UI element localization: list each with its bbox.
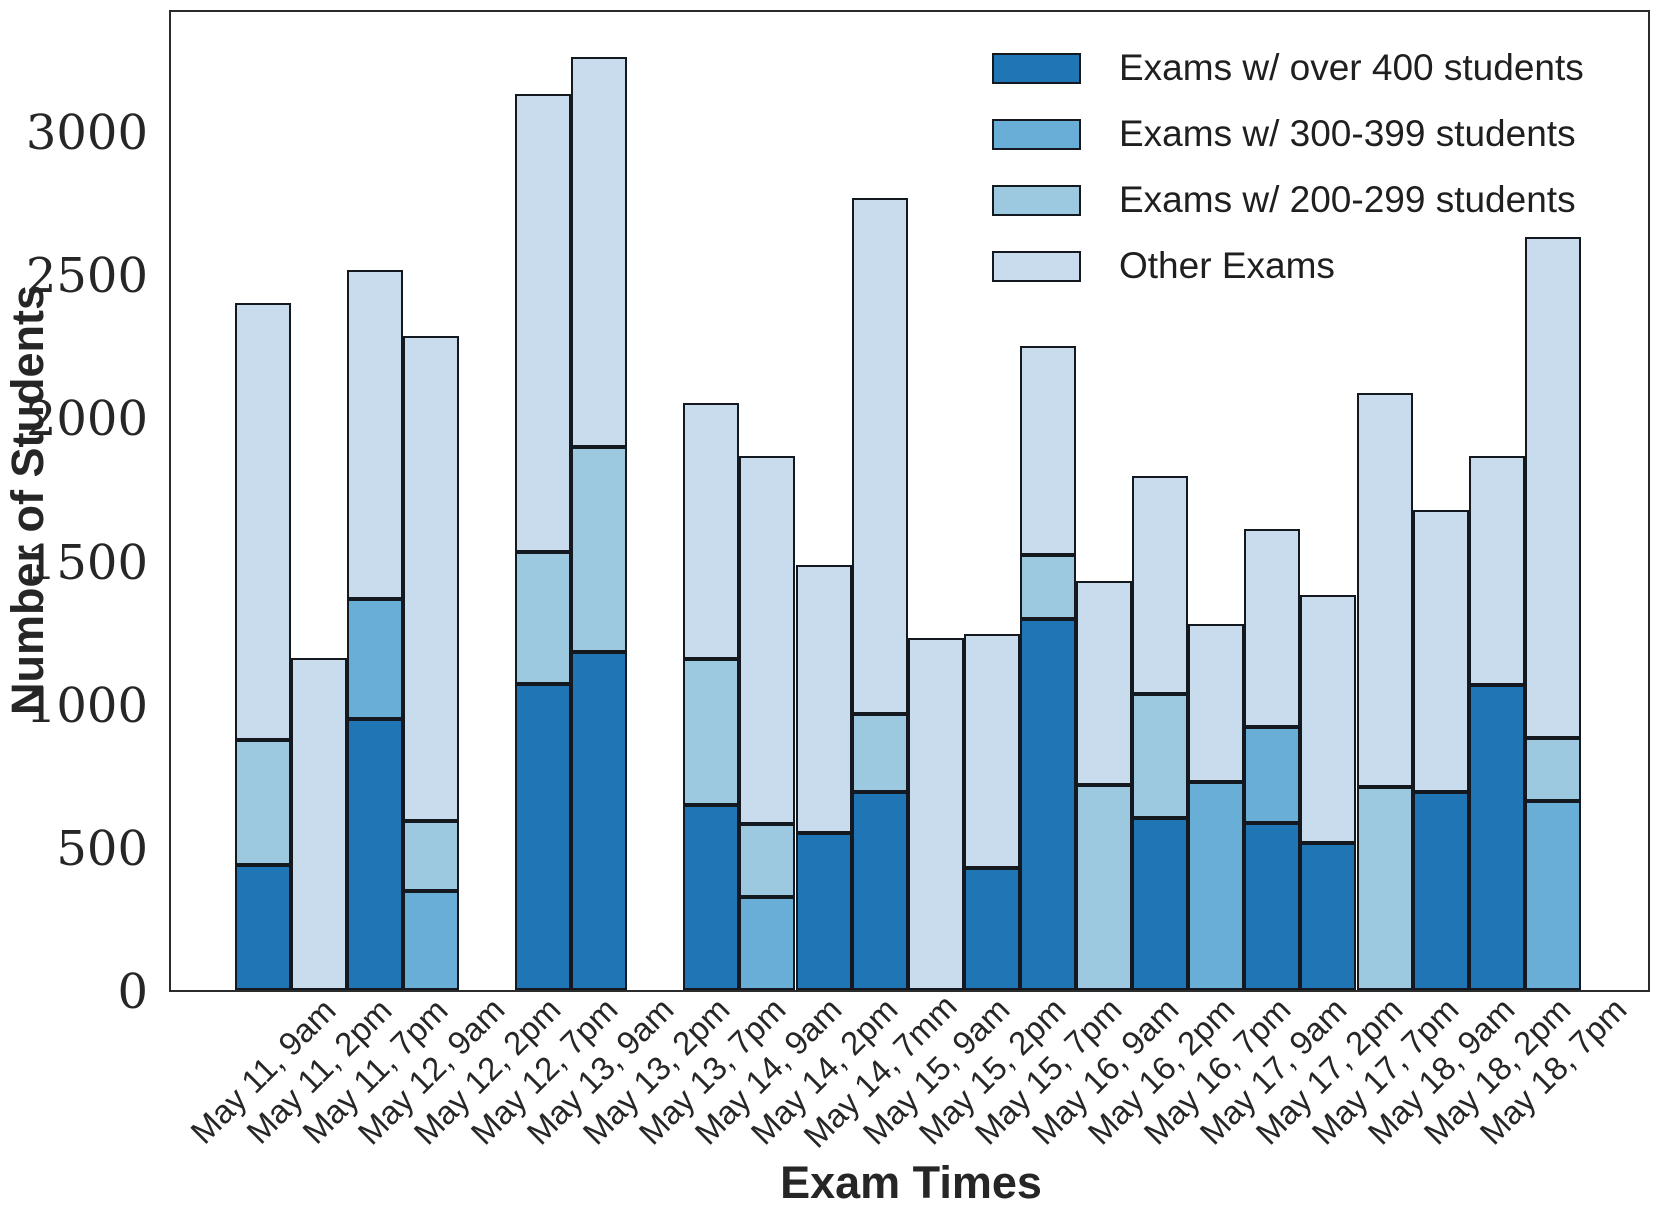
bar-segment	[234, 302, 291, 740]
bar-segment	[515, 551, 571, 684]
legend-label: Exams w/ 200-299 students	[1119, 179, 1576, 220]
bar-segment	[1524, 801, 1581, 990]
bar-segment	[851, 792, 908, 990]
plot-area	[169, 10, 1650, 992]
bar-segment	[795, 832, 852, 990]
bar-segment	[571, 56, 628, 448]
bar-segment	[963, 868, 1020, 990]
bar-segment	[683, 805, 740, 990]
bar-segment	[346, 719, 403, 990]
legend-swatch	[992, 52, 1081, 84]
bar-segment	[851, 198, 908, 714]
bar-segment	[907, 637, 964, 990]
bar-segment	[1188, 782, 1245, 990]
bar-segment	[1132, 476, 1189, 694]
y-tick-label: 0	[117, 964, 148, 1020]
bar-segment	[1300, 842, 1357, 990]
y-tick-label: 2500	[25, 248, 148, 305]
bar-segment	[1188, 623, 1245, 783]
y-tick-label: 2000	[25, 391, 148, 448]
bar-segment	[1412, 792, 1469, 990]
bar-segment	[1468, 456, 1525, 686]
legend: Exams w/ over 400 students Exams w/ 300-3…	[992, 35, 1584, 299]
bar-segment	[1132, 693, 1189, 819]
bar-segment	[1019, 554, 1076, 620]
legend-item: Exams w/ over 400 students	[992, 35, 1584, 101]
bar-segment	[1132, 818, 1189, 990]
bar-segment	[402, 335, 459, 822]
bar-segment	[1356, 393, 1413, 787]
legend-label: Exams w/ 300-399 students	[1119, 113, 1576, 154]
bar-segment	[515, 683, 571, 990]
bar-segment	[1019, 619, 1076, 990]
bar-segment	[1244, 822, 1301, 990]
bar-segment	[1524, 738, 1581, 802]
bar-segment	[1356, 786, 1413, 990]
bar-segment	[1076, 580, 1132, 786]
bar-segment	[1300, 594, 1357, 843]
bar-segment	[851, 713, 908, 793]
bar-segment	[683, 403, 740, 660]
bar-segment	[1524, 237, 1581, 739]
y-tick-label: 500	[56, 820, 148, 877]
bar-segment	[963, 633, 1020, 869]
bar-segment	[290, 657, 347, 990]
bar-segment	[234, 739, 291, 866]
bar-segment	[1244, 726, 1301, 823]
bar-segment	[402, 821, 459, 892]
bar-segment	[1412, 510, 1469, 793]
y-tick-label: 1000	[25, 677, 148, 734]
bar-segment	[1019, 345, 1076, 555]
bar-segment	[402, 891, 459, 990]
bar-segment	[683, 659, 740, 806]
bar-segment	[1244, 529, 1301, 727]
y-axis-title: Number of Students	[2, 284, 53, 716]
bar-segment	[1076, 785, 1132, 990]
legend-label: Other Exams	[1119, 245, 1335, 286]
legend-item: Other Exams	[992, 233, 1584, 299]
bar-segment	[739, 456, 796, 824]
legend-label: Exams w/ over 400 students	[1119, 47, 1584, 88]
legend-swatch	[992, 184, 1081, 216]
bar-segment	[515, 93, 571, 552]
legend-item: Exams w/ 300-399 students	[992, 101, 1584, 167]
bar-segment	[739, 896, 796, 990]
y-tick-label: 3000	[25, 105, 148, 162]
x-axis-title: Exam Times	[780, 1157, 1042, 1208]
bar-segment	[346, 599, 403, 720]
legend-swatch	[992, 250, 1081, 282]
bar-segment	[571, 652, 628, 990]
bar-segment	[795, 564, 852, 833]
bar-segment	[571, 447, 628, 653]
bar-segment	[346, 269, 403, 600]
bar-segment	[234, 865, 291, 990]
bar-segment	[739, 823, 796, 897]
y-tick-label: 1500	[25, 534, 148, 591]
bar-segment	[1468, 685, 1525, 990]
legend-swatch	[992, 118, 1081, 150]
legend-item: Exams w/ 200-299 students	[992, 167, 1584, 233]
